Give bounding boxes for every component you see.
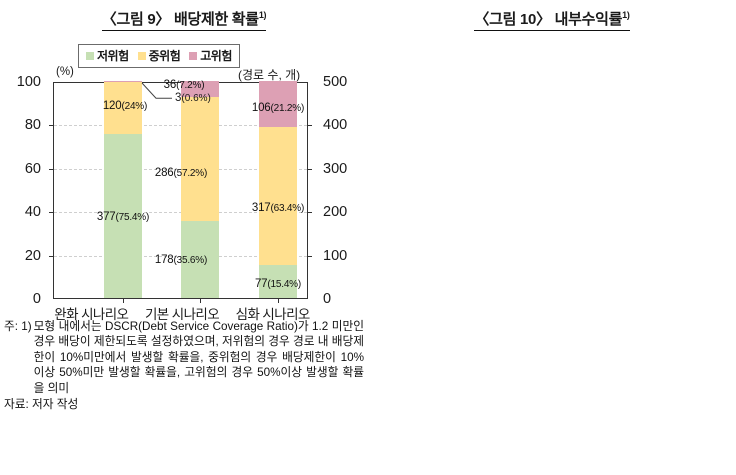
bar-segment-high <box>181 81 219 97</box>
gridline-left <box>54 212 307 214</box>
y-axis-label-secondary: 100 <box>323 247 348 264</box>
left-chart-plot-area: 377(75.4%) 120(24%) 178(35.6%) 286(57.2%) 36… <box>49 79 312 303</box>
left-note-row: 주: 1) 모형 내에서는 DSCR(Debt Service Coverage… <box>4 319 364 396</box>
legend-swatch-mid-risk-icon <box>137 51 146 60</box>
bar-segment-low <box>181 220 219 298</box>
left-figure-title-footnote-marker: 1) <box>258 10 267 20</box>
x-label-relaxed-scenario: 완화 시나리오 <box>54 307 129 322</box>
left-source-row: 자료: 저자 작성 <box>4 397 364 412</box>
bar-segment-high <box>259 81 297 128</box>
bar-segment-mid <box>181 96 219 221</box>
bar-segment-high <box>104 81 142 83</box>
y-tick-left-primary <box>49 168 54 170</box>
left-axis-unit-count: (경로 수, 개) <box>238 68 301 82</box>
y-axis-label-primary: 0 <box>32 291 41 307</box>
left-chart-y-axis-secondary: 0 100 200 300 400 500 <box>313 74 363 307</box>
y-tick-left-secondary <box>307 125 312 127</box>
legend-label-high-risk: 고위험 <box>200 49 232 63</box>
y-tick-left-primary <box>49 255 54 257</box>
y-axis-label-secondary: 500 <box>323 74 348 90</box>
y-axis-label-primary: 20 <box>24 247 41 264</box>
bar-data-label: 77(15.4%) <box>254 277 302 290</box>
y-axis-label-primary: 100 <box>16 74 41 90</box>
bar-data-label: 106(21.2%) <box>251 102 305 115</box>
right-figure-title-footnote-marker: 1) <box>622 10 630 20</box>
bar-segment-mid <box>259 127 297 265</box>
x-label-severe-scenario: 심화 시나리오 <box>235 307 311 322</box>
legend-label-mid-risk: 중위험 <box>148 49 181 63</box>
bar-data-label: 377(75.4%) <box>96 210 150 223</box>
legend-item-mid-risk: 중위험 <box>137 47 181 64</box>
left-chart-x-axis-labels: 완화 시나리오 기본 시나리오 심화 시나리오 <box>46 303 318 323</box>
bar-data-label: 178(35.6%) <box>154 253 208 266</box>
bar-segment-low <box>259 264 297 298</box>
bar-data-label: 120(24%) <box>102 99 148 112</box>
y-axis-label-secondary: 400 <box>323 117 348 134</box>
y-axis-label-primary: 40 <box>24 204 41 221</box>
plot-top-border-left <box>54 82 307 83</box>
y-tick-left-secondary <box>307 168 312 170</box>
x-axis-tick <box>123 298 124 303</box>
y-axis-label: 0 <box>723 219 736 235</box>
gridline-left <box>54 255 307 257</box>
y-axis-label-secondary: 300 <box>323 160 348 177</box>
x-axis-tick <box>278 298 279 303</box>
y-axis-label: 75 <box>723 110 736 126</box>
y-axis-label-secondary: 200 <box>323 204 348 221</box>
left-chart-legend: 저위험 중위험 고위험 <box>78 44 240 68</box>
right-chart-y-axis: -50-250255075100 <box>723 82 736 299</box>
y-tick-left-secondary <box>307 255 312 257</box>
y-tick-left-secondary <box>307 212 312 214</box>
legend-item-high-risk: 고위험 <box>189 47 232 64</box>
right-figure-title-text: 〈그림 10〉 내부수익률 <box>474 11 623 28</box>
legend-label-low-risk: 저위험 <box>97 49 129 63</box>
left-source-text: 자료: 저자 작성 <box>4 398 79 412</box>
gridline-left <box>54 168 307 170</box>
y-axis-label: -50 <box>723 291 736 307</box>
y-tick-left-primary <box>49 125 54 127</box>
left-chart-y-axis-primary: 0 20 40 60 80 100 <box>0 74 48 307</box>
left-axis-unit-percent: (%) <box>56 66 74 78</box>
y-axis-label: 50 <box>723 146 736 162</box>
stacked-bar <box>181 81 219 298</box>
bar-callout-label-high-risk-relaxed: 3(0.6%) <box>175 92 211 105</box>
legend-swatch-high-risk-icon <box>189 51 198 60</box>
y-axis-label: 100 <box>723 74 736 90</box>
y-tick-left-primary <box>49 212 54 214</box>
y-axis-label-secondary: 0 <box>323 291 332 307</box>
left-figure-title-text: 〈그림 9〉 배당제한 확률 <box>101 11 259 28</box>
bar-data-label: 286(57.2%) <box>154 167 208 180</box>
left-panel-dividend-restriction-probability: 〈그림 9〉 배당제한 확률1) 저위험 중위험 고위험 (%) (경로 수, … <box>0 8 368 413</box>
left-note-tag: 주: 1) <box>4 320 32 333</box>
bar-data-label: 317(63.4%) <box>251 201 305 214</box>
y-axis-label-primary: 60 <box>24 160 41 177</box>
y-axis-label: -25 <box>723 255 736 271</box>
bar-data-label: 36(7.2%) <box>163 79 205 92</box>
stacked-bar <box>259 81 297 298</box>
right-panel-internal-rate-of-return: 〈그림 10〉 내부수익률1) 지분형 IRR 채권형 IRR (%) -50-… <box>368 0 736 475</box>
bar-segment-mid <box>104 82 142 135</box>
bar-segment-low <box>104 134 142 298</box>
left-chart-notes: 주: 1) 모형 내에서는 DSCR(Debt Service Coverage… <box>4 319 364 413</box>
y-axis-label-primary: 80 <box>24 117 41 134</box>
legend-item-low-risk: 저위험 <box>86 47 129 64</box>
x-label-baseline-scenario: 기본 시나리오 <box>144 307 220 322</box>
x-axis-tick <box>200 298 201 303</box>
gridline-left <box>54 125 307 127</box>
stacked-bar <box>104 81 142 298</box>
right-figure-title: 〈그림 10〉 내부수익률1) <box>368 8 736 31</box>
legend-swatch-low-risk-icon <box>86 51 94 60</box>
left-figure-title: 〈그림 9〉 배당제한 확률1) <box>0 8 368 31</box>
left-note-body: 모형 내에서는 DSCR(Debt Service Coverage Ratio… <box>33 320 364 395</box>
y-axis-label: 25 <box>723 183 736 199</box>
